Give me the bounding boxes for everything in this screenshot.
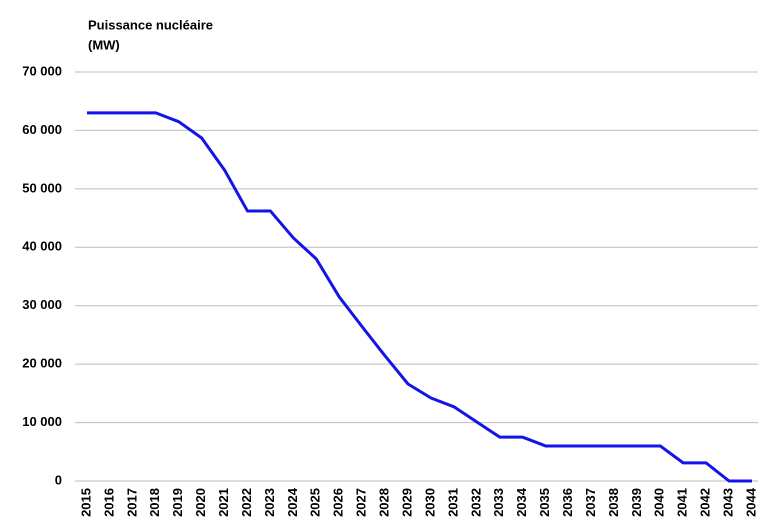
x-tick-label: 2039 [629,488,644,517]
y-tick-label: 30 000 [22,297,62,312]
x-tick-label: 2044 [743,487,758,517]
x-tick-label: 2037 [583,488,598,517]
chart-title: Puissance nucléaire [88,17,213,32]
y-tick-label: 0 [55,472,62,487]
x-tick-label: 2030 [422,488,437,517]
x-tick-label: 2032 [468,488,483,517]
x-tick-label: 2019 [170,488,185,517]
x-tick-label: 2042 [698,488,713,517]
y-axis-label: (MW) [88,37,120,52]
y-tick-label: 10 000 [22,414,62,429]
x-tick-label: 2020 [193,488,208,517]
x-tick-label: 2043 [721,488,736,517]
x-tick-label: 2031 [445,488,460,517]
x-tick-label: 2024 [285,487,300,517]
x-tick-label: 2041 [675,488,690,517]
x-tick-label: 2038 [606,488,621,517]
y-tick-label: 40 000 [22,239,62,254]
x-tick-label: 2027 [354,488,369,517]
x-tick-label: 2021 [216,488,231,517]
y-tick-label: 50 000 [22,180,62,195]
x-tick-label: 2015 [78,488,93,517]
x-tick-label: 2022 [239,488,254,517]
y-tick-label: 20 000 [22,356,62,371]
y-tick-label: 60 000 [22,122,62,137]
data-line [87,111,752,483]
x-tick-label: 2023 [262,488,277,517]
x-tick-label: 2029 [399,488,414,517]
x-tick-label: 2016 [101,488,116,517]
x-tick-label: 2040 [652,488,667,517]
x-tick-label: 2018 [147,488,162,517]
x-tick-label: 2035 [537,488,552,517]
x-tick-label: 2026 [331,488,346,517]
x-tick-label: 2033 [491,488,506,517]
x-tick-label: 2025 [308,488,323,517]
x-tick-label: 2034 [514,487,529,517]
x-tick-label: 2036 [560,488,575,517]
x-tick-label: 2028 [377,488,392,517]
x-tick-label: 2017 [124,488,139,517]
y-tick-label: 70 000 [22,63,62,78]
